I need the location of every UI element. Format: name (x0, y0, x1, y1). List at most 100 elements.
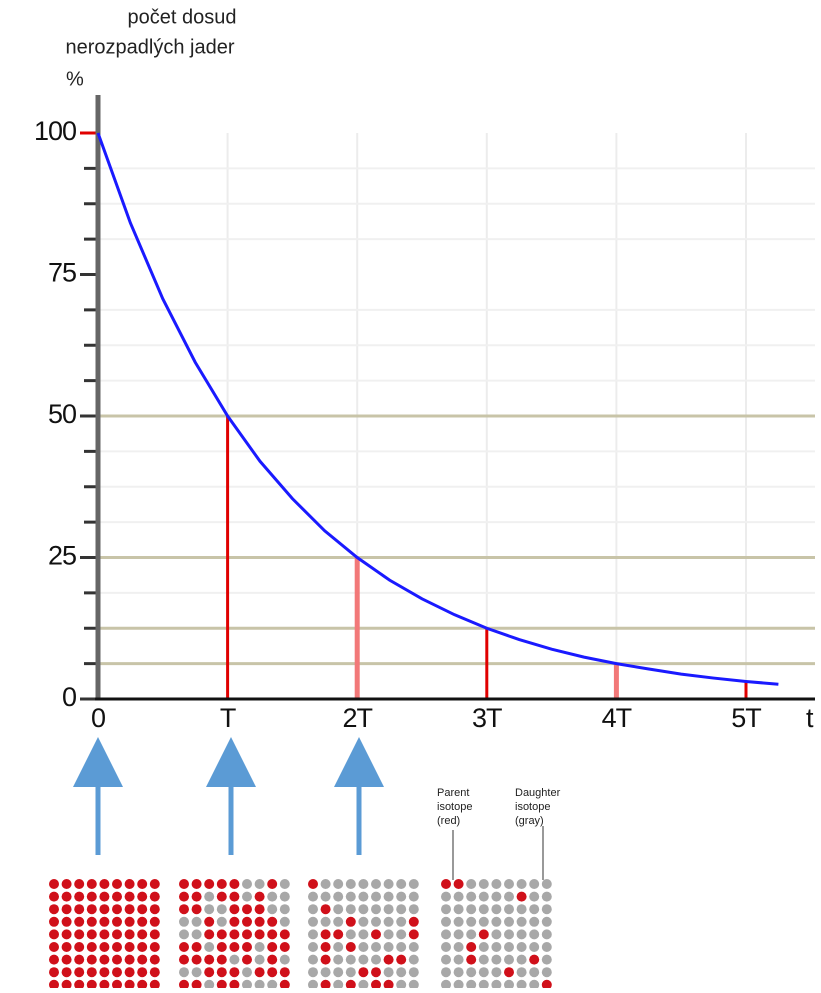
isotope-dot (396, 979, 407, 990)
isotope-dot (112, 967, 122, 978)
isotope-dot (371, 967, 381, 978)
isotope-dot (383, 979, 394, 990)
isotope-dot (333, 954, 344, 965)
isotope-dot (124, 891, 135, 902)
isotope-dot (345, 942, 356, 952)
isotope-dot (504, 954, 514, 965)
isotope-dot (529, 967, 540, 978)
annotation: Daughter (515, 787, 561, 799)
isotope-dot (371, 942, 381, 952)
isotope-dot (137, 954, 148, 965)
y-label: nerozpadlých jader (66, 36, 235, 58)
isotope-dot (74, 916, 85, 927)
isotope-dot (112, 942, 122, 952)
isotope-dot (149, 916, 160, 927)
isotope-dot (149, 891, 160, 902)
isotope-dot (229, 967, 240, 978)
isotope-dot (254, 904, 265, 915)
isotope-dot (99, 891, 110, 902)
isotope-dot (333, 967, 344, 978)
isotope-dot (149, 879, 160, 889)
isotope-dot (179, 954, 189, 965)
isotope-dot (149, 904, 160, 915)
isotope-dot (516, 891, 527, 902)
isotope-dot (345, 979, 356, 990)
isotope-dot (254, 916, 265, 927)
isotope-dot (191, 929, 202, 940)
isotope-dot (179, 942, 189, 952)
isotope-dot (516, 916, 527, 927)
isotope-dot (254, 879, 265, 889)
isotope-dot (529, 929, 540, 940)
isotope-dot (267, 979, 278, 990)
isotope-dot (124, 942, 135, 952)
isotope-dot (441, 979, 451, 990)
isotope-dot (229, 954, 240, 965)
isotope-dot (478, 967, 489, 978)
isotope-dot (204, 916, 215, 927)
isotope-dot (345, 967, 356, 978)
isotope-dot (383, 929, 394, 940)
y-tick-label: 75 (48, 258, 76, 288)
isotope-dot (541, 979, 552, 990)
isotope-dot (504, 942, 514, 952)
isotope-dot (137, 967, 148, 978)
isotope-dot (383, 967, 394, 978)
isotope-dot (149, 942, 160, 952)
isotope-dot (86, 929, 97, 940)
isotope-dot (504, 891, 514, 902)
isotope-dot (124, 929, 135, 940)
isotope-dot (242, 967, 252, 978)
isotope-dot (149, 979, 160, 990)
isotope-dot (191, 979, 202, 990)
isotope-dot (137, 879, 148, 889)
isotope-dot (333, 929, 344, 940)
isotope-dot (49, 891, 59, 902)
y-unit: % (66, 68, 84, 90)
isotope-dot (99, 967, 110, 978)
isotope-dot (86, 916, 97, 927)
isotope-dot (124, 916, 135, 927)
isotope-dot (516, 904, 527, 915)
isotope-dot (308, 967, 318, 978)
isotope-dot (453, 929, 464, 940)
isotope-dot (345, 929, 356, 940)
y-label: počet dosud (128, 6, 237, 28)
isotope-dot (229, 891, 240, 902)
isotope-dot (229, 942, 240, 952)
isotope-dot (74, 929, 85, 940)
isotope-dot (504, 916, 514, 927)
isotope-dot (254, 954, 265, 965)
isotope-dot (333, 979, 344, 990)
isotope-dot (529, 891, 540, 902)
isotope-dot (86, 904, 97, 915)
x-tick-label: 3T (472, 703, 502, 733)
isotope-dot (441, 967, 451, 978)
isotope-dot (408, 942, 419, 952)
isotope-dot (491, 879, 502, 889)
isotope-dot (308, 929, 318, 940)
isotope-dot (267, 891, 278, 902)
isotope-dot (61, 879, 72, 889)
isotope-dot (112, 904, 122, 915)
isotope-dot (137, 891, 148, 902)
isotope-dot (61, 904, 72, 915)
x-label: t (806, 703, 814, 733)
isotope-dot (242, 929, 252, 940)
isotope-dot (371, 916, 381, 927)
isotope-dot (408, 904, 419, 915)
isotope-dot (308, 904, 318, 915)
isotope-dot (408, 979, 419, 990)
isotope-dot (478, 929, 489, 940)
isotope-dot (112, 954, 122, 965)
isotope-dot (383, 879, 394, 889)
isotope-dot (529, 979, 540, 990)
isotope-dot (408, 967, 419, 978)
isotope-dot (49, 967, 59, 978)
isotope-dot (254, 942, 265, 952)
isotope-dot (61, 954, 72, 965)
isotope-dot (358, 891, 369, 902)
isotope-dot (74, 942, 85, 952)
isotope-dot (371, 879, 381, 889)
isotope-dot (279, 916, 290, 927)
